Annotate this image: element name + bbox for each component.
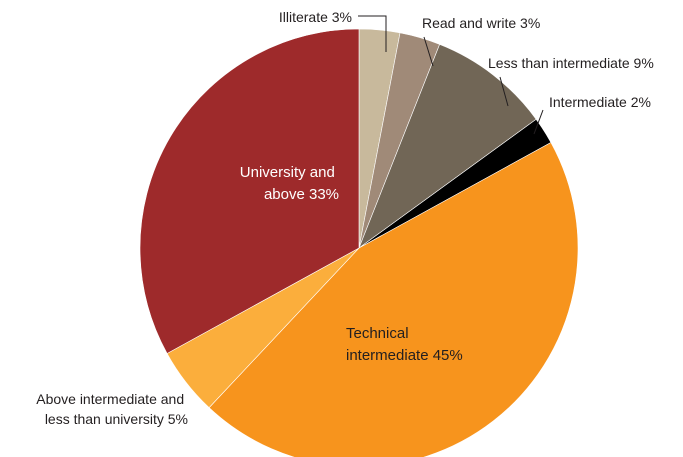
label-technical-intermediate: Technical intermediate 45% — [346, 325, 463, 364]
leader-line-illiterate — [358, 15, 387, 52]
label-read-and-write: Read and write 3% — [422, 15, 540, 31]
pie-slice-less-than-intermediate-9 — [358, 43, 537, 249]
leader-line-less-than-intermediate — [499, 76, 509, 107]
label-university-and-above: University and above 33% — [240, 164, 339, 203]
label-above-intermediate: Above intermediate and less than univers… — [36, 391, 188, 427]
pie-slices — [139, 28, 579, 457]
label-less-than-intermediate: Less than intermediate 9% — [488, 55, 654, 71]
leader-lines — [358, 15, 544, 135]
leader-line-read-and-write — [423, 36, 434, 67]
label-illiterate: Illiterate 3% — [279, 9, 352, 25]
leader-line-intermediate — [533, 109, 544, 135]
pie-slice-university-and-above-33 — [139, 28, 360, 354]
label-intermediate: Intermediate 2% — [549, 94, 651, 110]
pie-slice-technical-intermediate-45 — [208, 142, 579, 457]
slice-labels: Illiterate 3% Read and write 3% Less tha… — [36, 9, 654, 427]
